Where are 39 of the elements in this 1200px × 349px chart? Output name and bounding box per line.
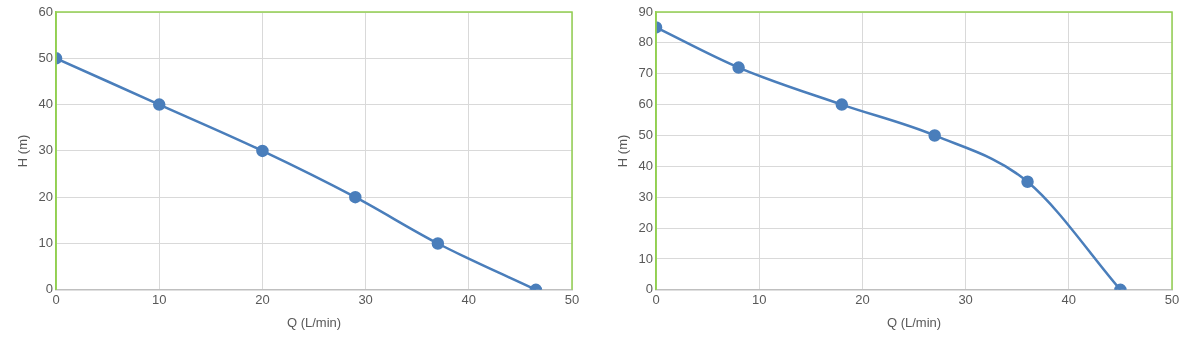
point <box>153 98 166 111</box>
x-tick-label: 50 <box>564 292 580 308</box>
y-axis-title: H (m) <box>15 134 31 168</box>
x-tick-label: 40 <box>461 292 477 308</box>
x-tick-label: 50 <box>1164 292 1180 308</box>
y-axis-title: H (m) <box>615 134 631 168</box>
point <box>732 61 745 74</box>
x-tick-label: 20 <box>255 292 270 308</box>
y-tick-label: 0 <box>45 281 54 297</box>
x-axis-title: Q (L/min) <box>886 314 942 330</box>
y-tick-label: 60 <box>38 3 54 19</box>
point <box>431 237 445 250</box>
y-tick-label: 30 <box>638 188 654 204</box>
x-tick-label: 30 <box>358 292 373 308</box>
point <box>1021 175 1034 189</box>
point <box>835 98 849 111</box>
x-tick-label: 40 <box>1061 292 1077 308</box>
point <box>928 129 941 142</box>
y-tick-label: 40 <box>38 96 54 112</box>
x-axis-title: Q (L/min) <box>286 314 342 330</box>
y-tick-label: 60 <box>638 96 654 112</box>
y-tick-label: 70 <box>638 65 654 81</box>
y-tick-label: 80 <box>638 34 654 50</box>
y-tick-label: 50 <box>38 49 54 65</box>
y-tick-label: 10 <box>638 250 654 266</box>
y-tick-label: 40 <box>638 157 654 173</box>
y-tick-label: 90 <box>638 3 654 19</box>
y-tick-label: 0 <box>645 281 654 297</box>
y-tick-label: 50 <box>638 127 654 143</box>
point <box>256 144 269 158</box>
x-tick-label: 10 <box>752 292 767 308</box>
y-tick-label: 20 <box>38 188 54 204</box>
y-tick-label: 10 <box>38 235 54 251</box>
x-tick-label: 30 <box>958 292 973 308</box>
x-tick-label: 10 <box>152 292 167 308</box>
x-tick-label: 20 <box>855 292 870 308</box>
point <box>349 190 362 204</box>
y-tick-label: 20 <box>638 219 654 235</box>
y-tick-label: 30 <box>38 142 54 158</box>
